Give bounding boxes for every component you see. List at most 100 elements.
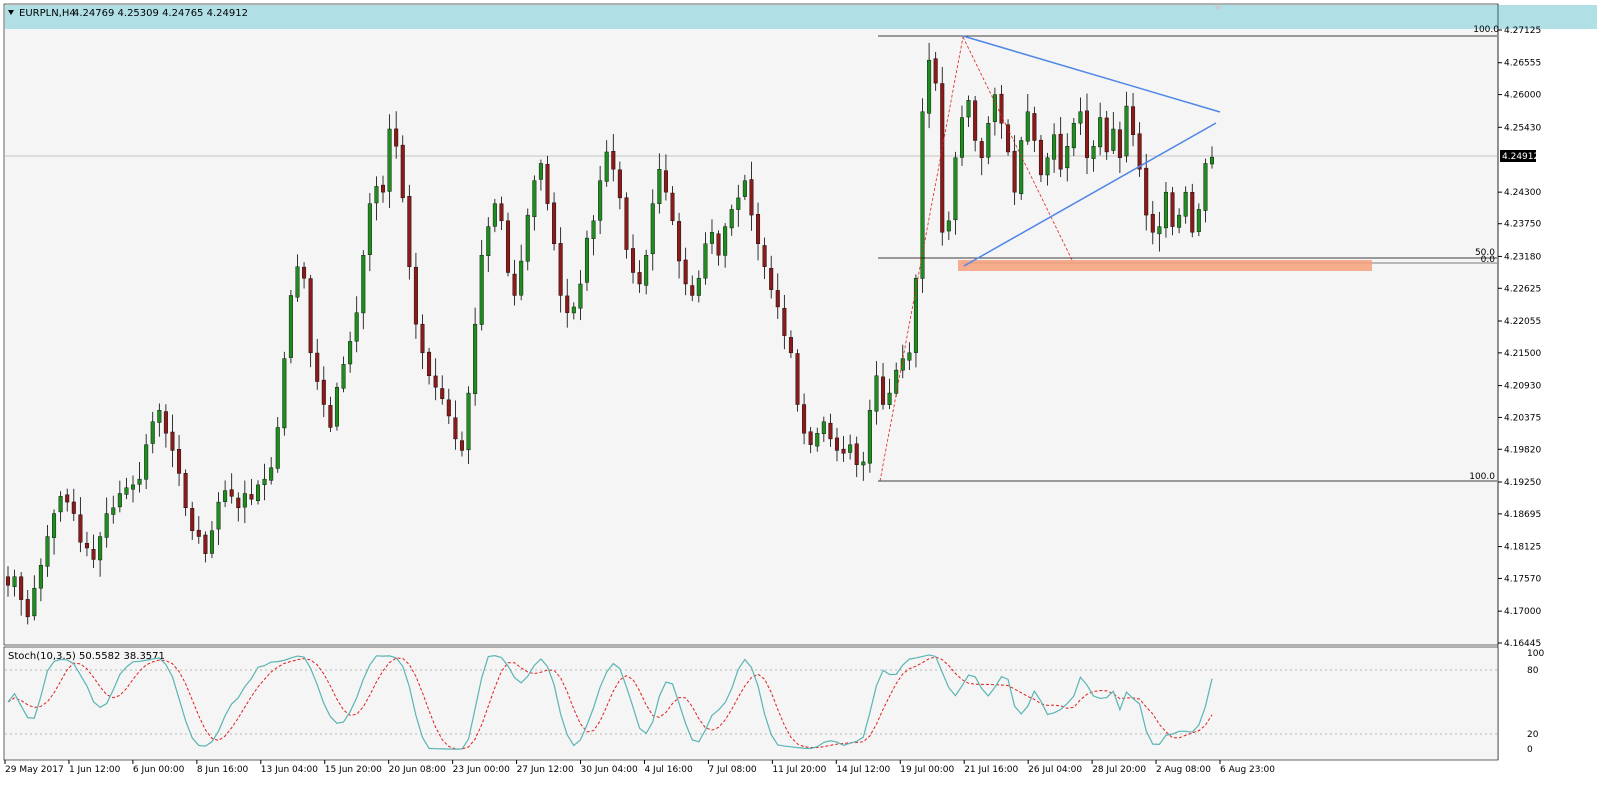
candle: [795, 349, 800, 412]
time-label: 6 Jun 00:00: [133, 765, 185, 775]
candle-body: [394, 128, 399, 147]
candle: [538, 159, 543, 191]
time-label: 4 Jul 16:00: [644, 765, 693, 775]
candle-body: [98, 536, 103, 561]
candle: [157, 403, 162, 437]
candle-body: [367, 203, 372, 255]
candle: [867, 399, 872, 473]
candle: [84, 531, 89, 557]
fib-trend-line-up: [879, 36, 964, 482]
candle-body: [571, 306, 576, 314]
candle: [953, 151, 958, 235]
time-label: 7 Jul 08:00: [708, 765, 757, 775]
collapse-arrow-icon[interactable]: [8, 10, 14, 15]
candle: [58, 491, 63, 522]
candle: [854, 436, 859, 478]
candle-body: [979, 141, 984, 158]
candle: [690, 275, 695, 302]
candle: [275, 417, 280, 473]
time-axis[interactable]: 29 May 2017 1 Jun 12:00 6 Jun 00:00 8 Jun 1…: [4, 760, 1275, 775]
candle-body: [999, 93, 1004, 124]
candle-body: [788, 337, 793, 354]
main-chart-area: [3, 3, 1499, 646]
candle-body: [821, 421, 826, 435]
candle: [677, 212, 682, 279]
candle: [413, 252, 418, 339]
candle: [756, 202, 761, 261]
candle: [552, 192, 557, 251]
candle-body: [907, 352, 912, 361]
candle: [216, 492, 221, 546]
candle-body: [802, 404, 807, 434]
candle-body: [506, 220, 511, 273]
candle: [5, 566, 10, 597]
candle: [466, 386, 471, 464]
candle-body: [1124, 105, 1129, 157]
candle-body: [196, 529, 201, 537]
candle-body: [1177, 214, 1182, 228]
candle: [1038, 134, 1043, 183]
candle: [473, 307, 478, 406]
time-label: 27 Jun 12:00: [517, 765, 574, 775]
time-label: 20 Jun 08:00: [389, 765, 446, 775]
price-scale[interactable]: 4.27125 4.26555 4.26000 4.25430 4.24300 4.237…: [1498, 26, 1541, 649]
candle-body: [1052, 134, 1057, 160]
candle-body: [387, 128, 392, 192]
candle: [104, 497, 109, 548]
candle-body: [973, 100, 978, 141]
candle: [282, 351, 287, 436]
candle-body: [1170, 192, 1175, 227]
scroll-marker-icon[interactable]: [1214, 6, 1222, 10]
price-label: 4.20930: [1504, 382, 1541, 392]
candle-body: [38, 565, 43, 589]
candle: [1124, 91, 1129, 163]
candle: [32, 575, 37, 621]
candle: [341, 356, 346, 393]
candle-body: [249, 494, 254, 500]
stoch-label-20: 20: [1527, 730, 1539, 740]
candle-body: [532, 180, 537, 217]
candle-body: [716, 233, 721, 256]
candle: [1025, 94, 1030, 145]
candle: [782, 294, 787, 350]
candle-body: [703, 243, 708, 279]
candle-body: [861, 461, 866, 466]
candle: [558, 227, 563, 313]
candle-body: [815, 433, 820, 447]
price-label: 4.17000: [1504, 607, 1541, 617]
candle-body: [624, 197, 629, 250]
candle: [920, 98, 925, 293]
candle-body: [986, 123, 991, 158]
candle: [1098, 102, 1103, 156]
candle: [308, 274, 313, 368]
candle-body: [1078, 111, 1083, 124]
candle-body: [334, 387, 339, 427]
candle: [762, 237, 767, 280]
candle: [861, 451, 866, 481]
candle: [196, 516, 201, 544]
candle-body: [1012, 150, 1017, 193]
candle-body: [315, 352, 320, 382]
candle-body: [1117, 129, 1122, 158]
candle-body: [696, 278, 701, 296]
candle: [381, 175, 386, 203]
candle: [1052, 123, 1057, 173]
candle-body: [58, 496, 63, 513]
candle-body: [236, 497, 241, 509]
candle-body: [1058, 133, 1063, 170]
support-zone[interactable]: [958, 260, 1372, 271]
time-label: 19 Jul 00:00: [900, 765, 954, 775]
candle: [262, 463, 267, 501]
candle-body: [1183, 191, 1188, 217]
triangle-pattern[interactable]: [962, 35, 1221, 267]
price-label: 4.25430: [1504, 123, 1541, 133]
candle: [177, 435, 182, 487]
candle: [894, 362, 899, 397]
candle: [1006, 119, 1011, 156]
price-label: 4.23750: [1504, 220, 1541, 230]
candle-body: [400, 144, 405, 199]
candle-body: [407, 196, 412, 267]
candle: [907, 342, 912, 371]
